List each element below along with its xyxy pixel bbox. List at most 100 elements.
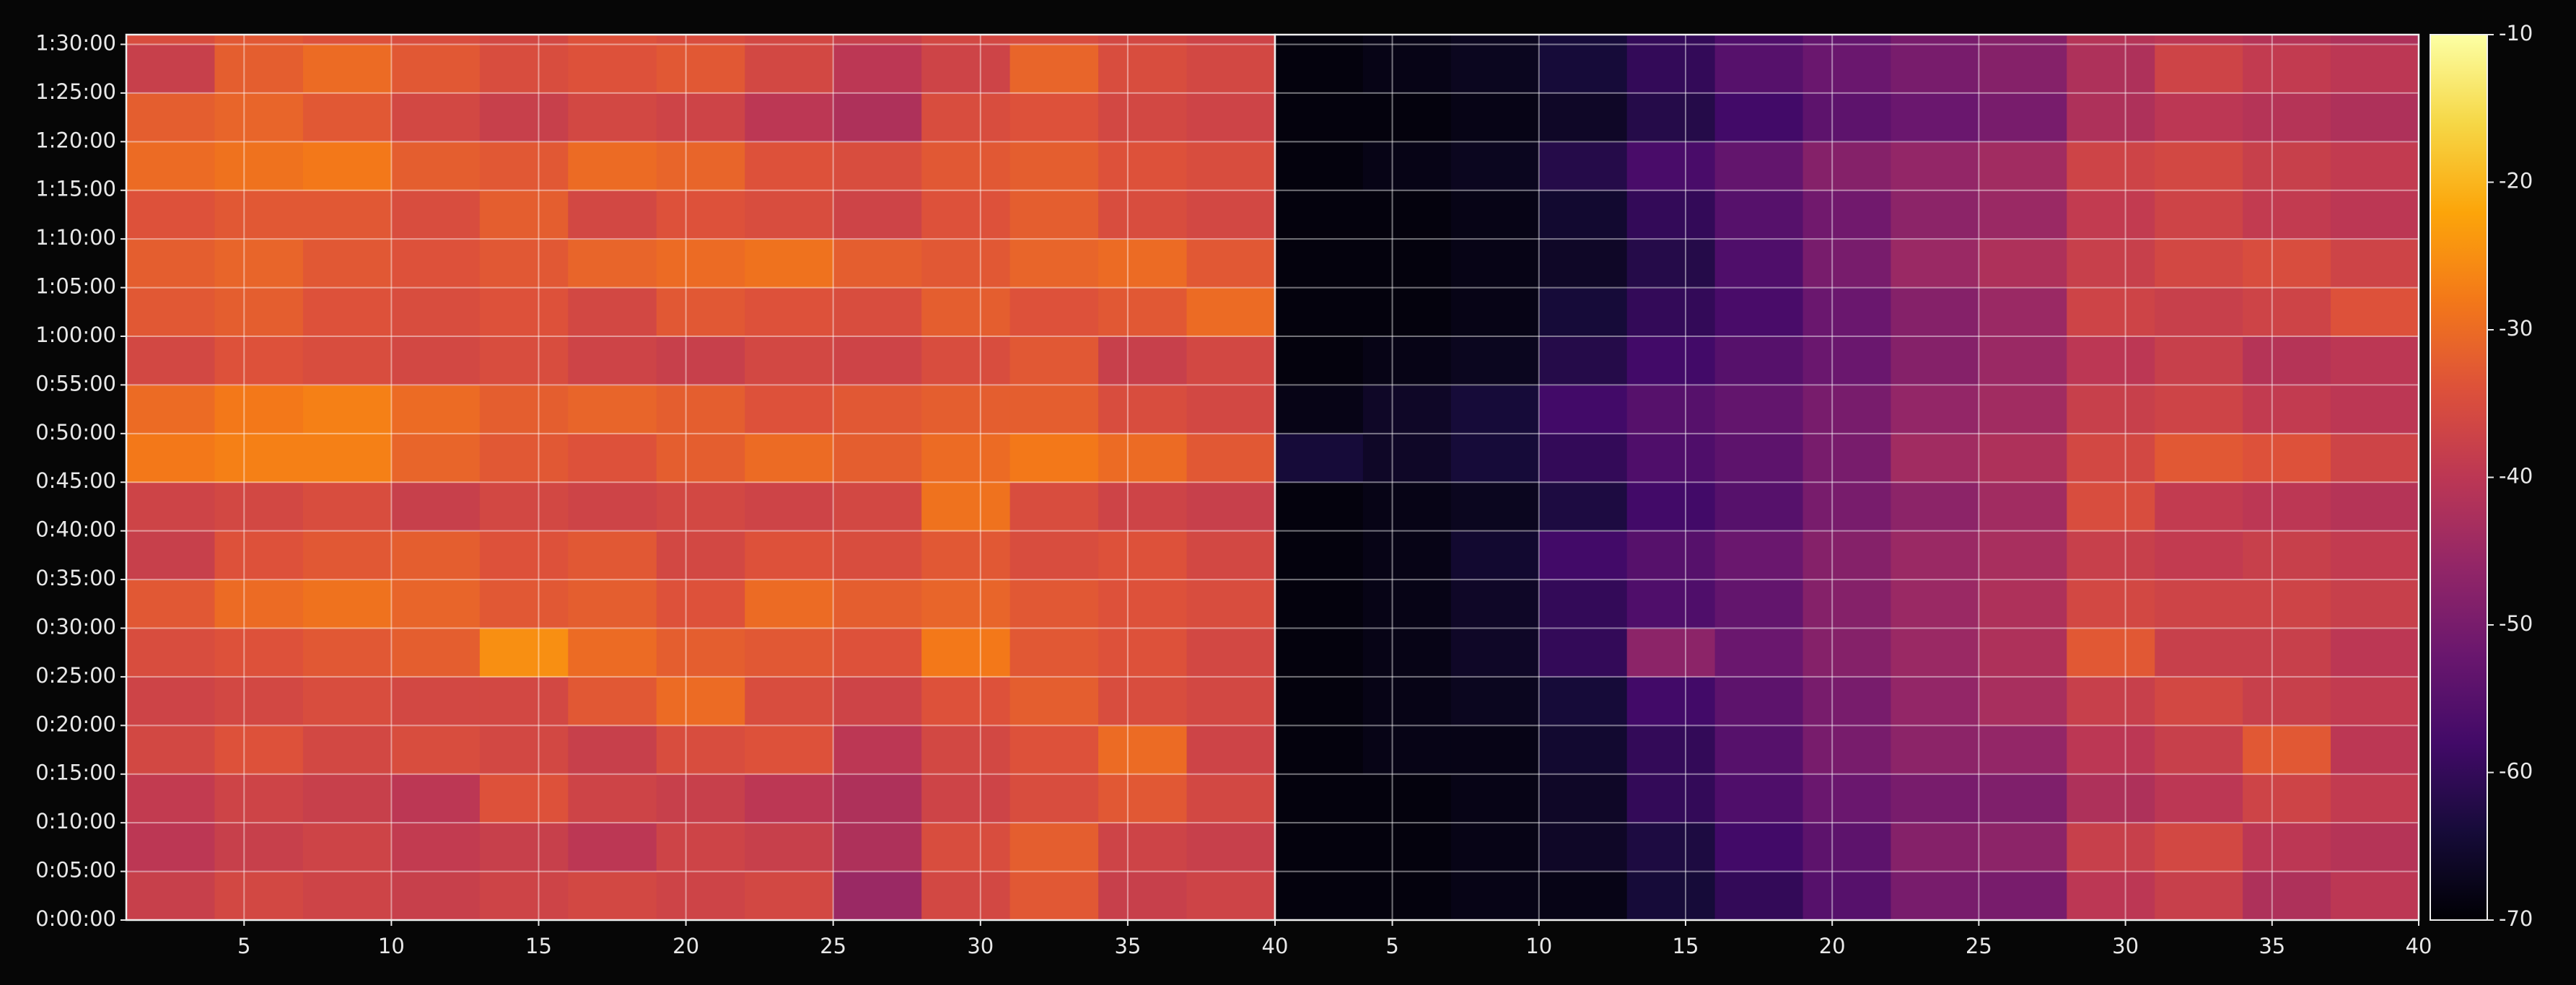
heatmap-cell	[2067, 579, 2155, 629]
heatmap-cell	[1891, 35, 1979, 45]
heatmap-cell	[656, 44, 745, 94]
heatmap-cell	[2331, 579, 2419, 629]
heatmap-cell	[302, 92, 392, 142]
heatmap-cell	[1714, 579, 1804, 629]
heatmap-cell	[2067, 287, 2155, 337]
heatmap-cell	[745, 482, 834, 532]
heatmap-cell	[1538, 676, 1628, 726]
heatmap-cell	[1009, 141, 1099, 191]
heatmap-cell	[1626, 482, 1716, 532]
heatmap-cell	[1714, 190, 1804, 240]
heatmap-cell	[1009, 385, 1099, 434]
heatmap-cell	[1275, 336, 1364, 385]
colorbar-tick-label: -20	[2499, 169, 2533, 193]
heatmap-cell	[2243, 433, 2331, 483]
heatmap-cell	[1098, 239, 1188, 289]
heatmap-cell	[1009, 44, 1099, 94]
heatmap-cell	[2331, 35, 2419, 45]
heatmap-cell	[2331, 336, 2419, 385]
heatmap-cell	[1979, 433, 2067, 483]
heatmap-cell	[1538, 239, 1628, 289]
heatmap-cell	[1186, 628, 1276, 678]
heatmap-cell	[1714, 774, 1804, 823]
heatmap-cell	[214, 871, 304, 921]
heatmap-cell	[1802, 628, 1891, 678]
heatmap-cell	[1450, 239, 1540, 289]
heatmap-cell	[479, 433, 569, 483]
y-tick-label: 0:00:00	[35, 906, 116, 931]
heatmap-cell	[1979, 190, 2067, 240]
heatmap-cell	[214, 190, 304, 240]
heatmap-cell	[1275, 871, 1364, 921]
heatmap-cell	[2067, 44, 2155, 94]
heatmap-cell	[1714, 433, 1804, 483]
heatmap-cell	[1186, 35, 1276, 45]
heatmap-cell	[214, 579, 304, 629]
heatmap-cell	[2331, 725, 2419, 775]
heatmap-cell	[479, 628, 569, 678]
heatmap-cell	[391, 44, 481, 94]
heatmap-panel	[126, 35, 1276, 921]
heatmap-cell	[126, 530, 215, 580]
heatmap-cell	[568, 92, 657, 142]
heatmap-cell	[1275, 676, 1364, 726]
colorbar-tick-label: -70	[2499, 906, 2533, 931]
heatmap-cell	[1538, 823, 1628, 872]
heatmap-cell	[2067, 482, 2155, 532]
heatmap-cell	[833, 871, 922, 921]
heatmap-cell	[1979, 676, 2067, 726]
heatmap-cell	[833, 190, 922, 240]
heatmap-cell	[1891, 287, 1979, 337]
heatmap-cell	[391, 725, 481, 775]
heatmap-cell	[1098, 482, 1188, 532]
heatmap-cell	[568, 190, 657, 240]
heatmap-cell	[1626, 35, 1716, 45]
heatmap-cell	[2331, 433, 2419, 483]
heatmap-cell	[126, 92, 215, 142]
heatmap-cell	[1538, 482, 1628, 532]
heatmap-cell	[479, 725, 569, 775]
heatmap-cell	[2243, 35, 2331, 45]
heatmap-cell	[1714, 141, 1804, 191]
heatmap-cell	[1098, 871, 1188, 921]
heatmap-cell	[745, 579, 834, 629]
heatmap-cell	[1714, 676, 1804, 726]
heatmap-cell	[1891, 44, 1979, 94]
heatmap-cell	[126, 823, 215, 872]
heatmap-cell	[1450, 141, 1540, 191]
heatmap-cell	[2243, 579, 2331, 629]
heatmap-cell	[1275, 44, 1364, 94]
heatmap-cell	[2331, 482, 2419, 532]
heatmap-cell	[1802, 676, 1891, 726]
heatmap-cell	[833, 44, 922, 94]
heatmap-cell	[1891, 530, 1979, 580]
heatmap-cell	[1802, 336, 1891, 385]
heatmap-cell	[214, 628, 304, 678]
heatmap-cell	[745, 530, 834, 580]
x-tick-label: 35	[1114, 934, 1141, 958]
heatmap-cell	[2331, 287, 2419, 337]
heatmap-cell	[656, 141, 745, 191]
heatmap-cell	[2331, 239, 2419, 289]
heatmap-cell	[302, 482, 392, 532]
heatmap-cell	[1450, 287, 1540, 337]
heatmap-cell	[1275, 628, 1364, 678]
heatmap-cell	[1538, 35, 1628, 45]
heatmap-cell	[1275, 141, 1364, 191]
heatmap-cell	[391, 336, 481, 385]
heatmap-cell	[1891, 628, 1979, 678]
heatmap-cell	[1979, 774, 2067, 823]
heatmap-cell	[1626, 336, 1716, 385]
heatmap-cell	[1891, 433, 1979, 483]
heatmap-cell	[1009, 871, 1099, 921]
heatmap-cell	[126, 35, 215, 45]
x-tick-label: 20	[673, 934, 699, 958]
heatmap-cell	[1186, 92, 1276, 142]
heatmap-cell	[302, 676, 392, 726]
heatmap-cell	[1802, 482, 1891, 532]
heatmap-cell	[833, 482, 922, 532]
x-tick-label: 5	[237, 934, 250, 958]
heatmap-cell	[2243, 823, 2331, 872]
heatmap-cell	[921, 482, 1011, 532]
heatmap-cell	[1538, 433, 1628, 483]
